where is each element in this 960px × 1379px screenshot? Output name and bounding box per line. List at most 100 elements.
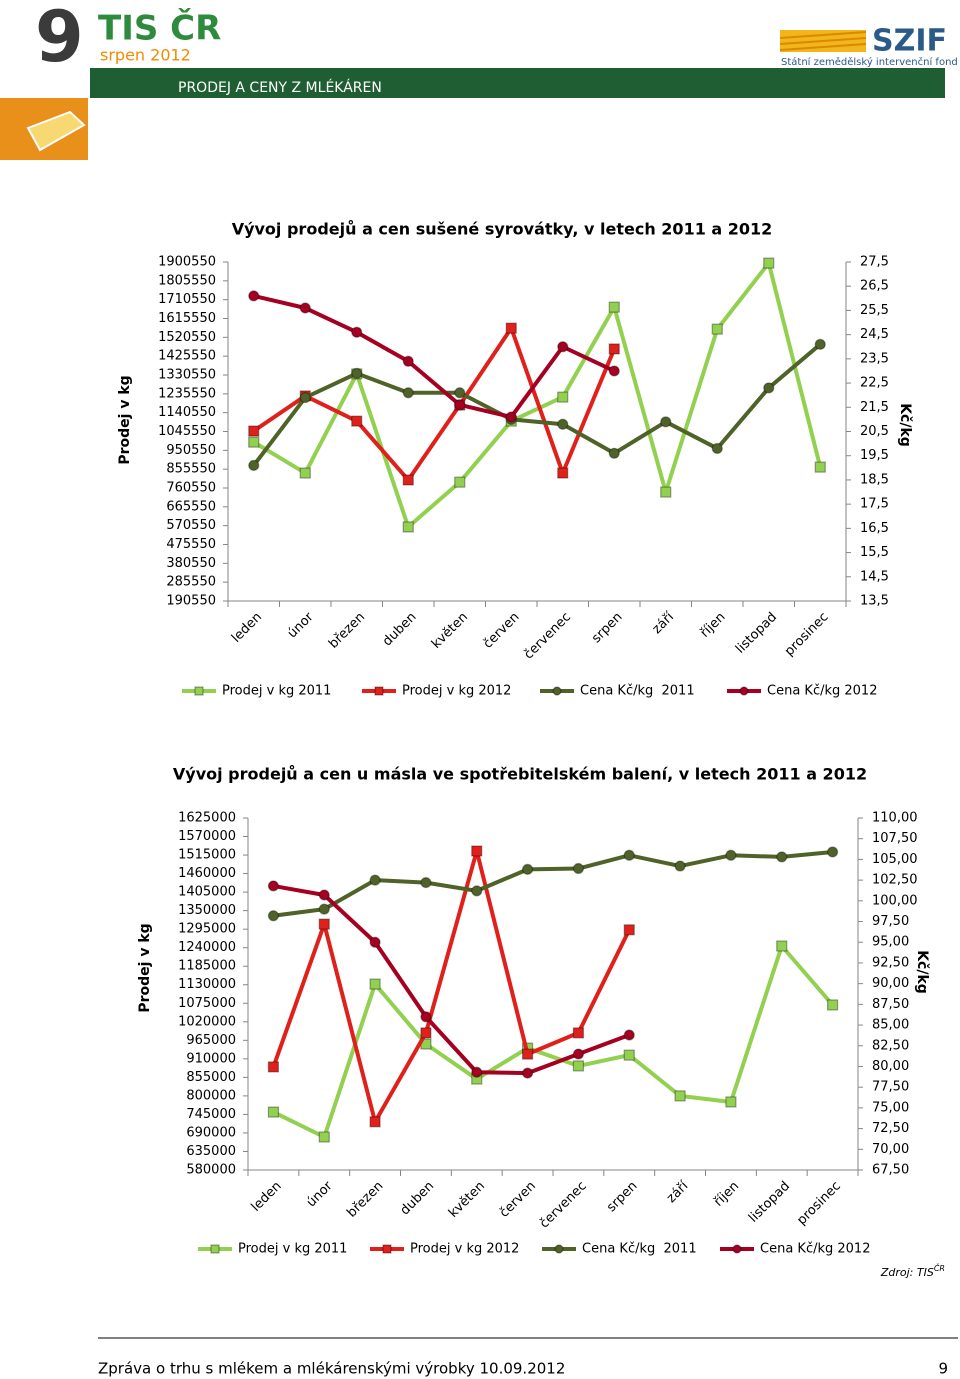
y-tick-label: 690000 [186, 1125, 236, 1140]
y2-tick-label: 90,00 [872, 976, 909, 991]
y-tick-label: 800000 [186, 1088, 236, 1103]
series-line [273, 883, 630, 1076]
brand: TIS ČR [98, 8, 221, 49]
y2-tick-label: 25,5 [860, 303, 889, 318]
marker [608, 343, 620, 355]
legend-label: Prodej v kg 2011 [222, 684, 331, 699]
y2-tick-label: 27,5 [860, 255, 889, 270]
y2-tick-label: 100,00 [872, 893, 918, 908]
y-tick-label: 1460000 [178, 866, 236, 881]
y-tick-label: 1045550 [158, 424, 216, 439]
marker [557, 467, 569, 479]
series-line [252, 261, 823, 529]
marker [623, 924, 635, 936]
legend-label: Cena Kč/kg 2011 [582, 1242, 697, 1257]
legend-label: Prodej v kg 2012 [402, 684, 511, 699]
y2-tick-label: 14,5 [860, 569, 889, 584]
y-tick-label: 1570000 [178, 829, 236, 844]
y2-tick-label: 110,00 [872, 811, 918, 826]
marker [763, 257, 775, 269]
marker [572, 1048, 585, 1060]
marker [402, 474, 414, 486]
y-tick-label: 580000 [186, 1163, 236, 1178]
marker [318, 903, 330, 915]
y-tick-label: 1330550 [158, 368, 216, 383]
marker [351, 415, 363, 427]
marker [267, 910, 280, 922]
marker [369, 874, 381, 886]
marker [471, 885, 483, 897]
marker [608, 447, 620, 459]
marker [420, 1011, 432, 1023]
marker [299, 302, 311, 314]
legend-label: Cena Kč/kg 2011 [580, 684, 695, 699]
marker [505, 411, 517, 423]
y2-tick-label: 17,5 [860, 497, 889, 512]
marker [814, 338, 826, 350]
y-tick-label: 1240000 [178, 940, 236, 955]
y-tick-label: 1075000 [178, 996, 236, 1011]
series-line [252, 342, 822, 467]
issue-number: 9 [35, 0, 84, 78]
marker [826, 846, 839, 858]
y-tick-label: 1130000 [178, 977, 236, 992]
y-tick-label: 965000 [186, 1033, 236, 1048]
y-tick-label: 1140550 [158, 405, 216, 420]
marker [660, 416, 672, 428]
marker [420, 877, 432, 889]
marker [725, 1096, 737, 1108]
y-tick-label: 760550 [166, 481, 216, 496]
marker [725, 849, 737, 861]
section-bar [90, 68, 945, 98]
marker [572, 862, 585, 875]
marker [471, 1066, 483, 1078]
y-tick-label: 1805550 [158, 273, 216, 288]
series-line [273, 849, 833, 918]
y2-tick-label: 23,5 [860, 351, 889, 366]
y-tick-label: 1615550 [158, 311, 216, 326]
footer-text: Zpráva o trhu s mlékem a mlékárenskými v… [98, 1360, 565, 1378]
y2-axis-title: Kč/kg [914, 950, 930, 994]
y2-tick-label: 92,50 [872, 955, 909, 970]
legend-label: Prodej v kg 2012 [410, 1242, 519, 1257]
marker [318, 889, 330, 901]
marker [454, 387, 466, 399]
marker [454, 476, 466, 488]
y-tick-label: 1185000 [178, 959, 236, 974]
logo: SZIF [872, 24, 947, 59]
marker [374, 686, 384, 696]
y-tick-label: 1515000 [178, 848, 236, 863]
y2-tick-label: 18,5 [860, 472, 889, 487]
marker [194, 686, 204, 696]
marker [369, 1116, 381, 1128]
source-superscript: ČR [934, 1262, 945, 1273]
marker [505, 322, 517, 334]
marker [299, 467, 311, 479]
marker [739, 686, 749, 696]
y2-tick-label: 77,50 [872, 1080, 909, 1095]
y-axis-title: Prodej v kg [137, 923, 153, 1012]
chart-title: Vývoj prodejů a cen sušené syrovátky, v … [232, 220, 773, 239]
y-tick-label: 855550 [166, 462, 216, 477]
y2-tick-label: 13,5 [860, 594, 889, 609]
page-number: 9 [938, 1360, 948, 1378]
y2-tick-label: 67,50 [872, 1163, 909, 1178]
marker [623, 1049, 635, 1061]
y-tick-label: 1625000 [178, 811, 236, 826]
logo-field [779, 30, 867, 52]
marker [248, 425, 260, 437]
y2-tick-label: 75,00 [872, 1100, 909, 1115]
y-tick-label: 910000 [186, 1051, 236, 1066]
marker [554, 1244, 564, 1254]
marker [711, 323, 723, 335]
marker [267, 1061, 280, 1073]
y2-tick-label: 24,5 [860, 327, 889, 342]
y-tick-label: 570550 [166, 518, 216, 533]
y-tick-label: 1425550 [158, 349, 216, 364]
y-tick-label: 1710550 [158, 292, 216, 307]
y-tick-label: 950550 [166, 443, 216, 458]
y2-tick-label: 102,50 [872, 873, 918, 888]
marker [674, 860, 686, 872]
